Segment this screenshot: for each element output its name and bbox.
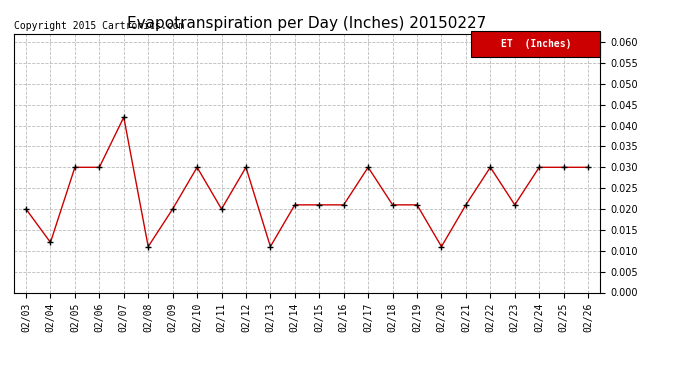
- Text: ET  (Inches): ET (Inches): [500, 39, 571, 49]
- FancyBboxPatch shape: [471, 31, 600, 57]
- Text: Copyright 2015 Cartronics.com: Copyright 2015 Cartronics.com: [14, 21, 184, 31]
- Title: Evapotranspiration per Day (Inches) 20150227: Evapotranspiration per Day (Inches) 2015…: [128, 16, 486, 31]
